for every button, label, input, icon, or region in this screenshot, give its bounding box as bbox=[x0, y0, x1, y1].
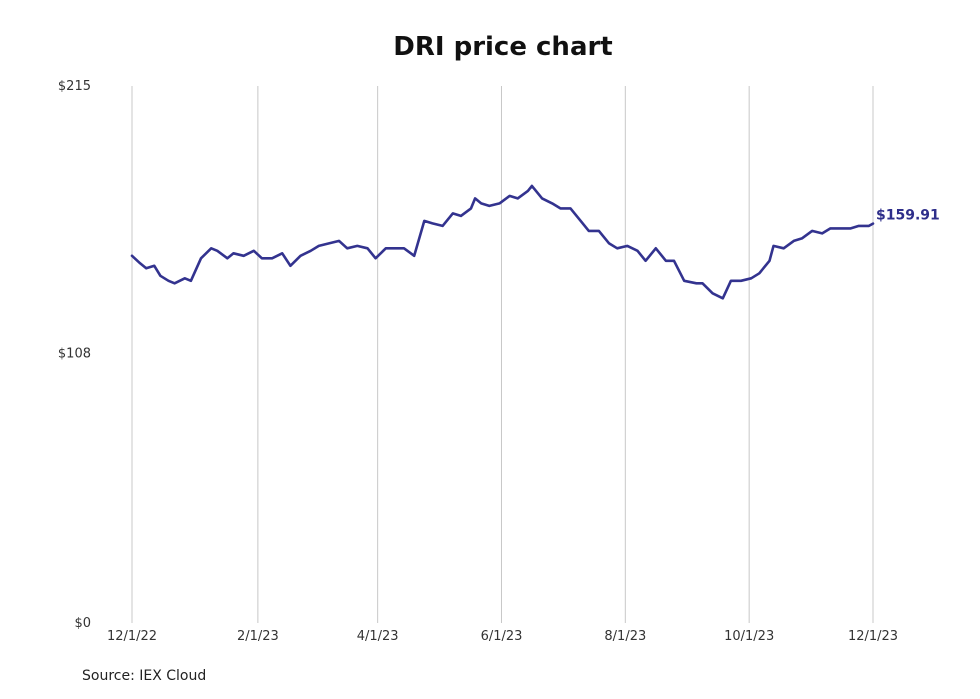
y-tick-label: $108 bbox=[58, 346, 91, 361]
x-tick-label: 12/1/22 bbox=[107, 629, 157, 644]
last-value-label: $159.91 bbox=[876, 208, 940, 224]
vertical-gridlines bbox=[131, 86, 874, 623]
last-value-annotation: $159.91 bbox=[876, 208, 940, 224]
price-line bbox=[130, 184, 875, 300]
chart-title: DRI price chart bbox=[393, 32, 613, 62]
source-note: Source: IEX Cloud bbox=[82, 668, 207, 684]
x-tick-label: 10/1/23 bbox=[724, 629, 774, 644]
x-axis-tick-labels: 12/1/22 2/1/23 4/1/23 6/1/23 8/1/23 10/1/23 12… bbox=[107, 629, 898, 644]
y-tick-label: $215 bbox=[58, 79, 91, 94]
x-tick-label: 6/1/23 bbox=[481, 629, 523, 644]
x-tick-label: 4/1/23 bbox=[357, 629, 399, 644]
x-tick-label: 2/1/23 bbox=[237, 629, 279, 644]
x-tick-label: 12/1/23 bbox=[848, 629, 898, 644]
x-tick-label: 8/1/23 bbox=[604, 629, 646, 644]
price-series bbox=[130, 184, 875, 300]
y-tick-label: $0 bbox=[74, 616, 91, 631]
y-axis-tick-labels: $0 $108 $215 bbox=[58, 79, 91, 631]
